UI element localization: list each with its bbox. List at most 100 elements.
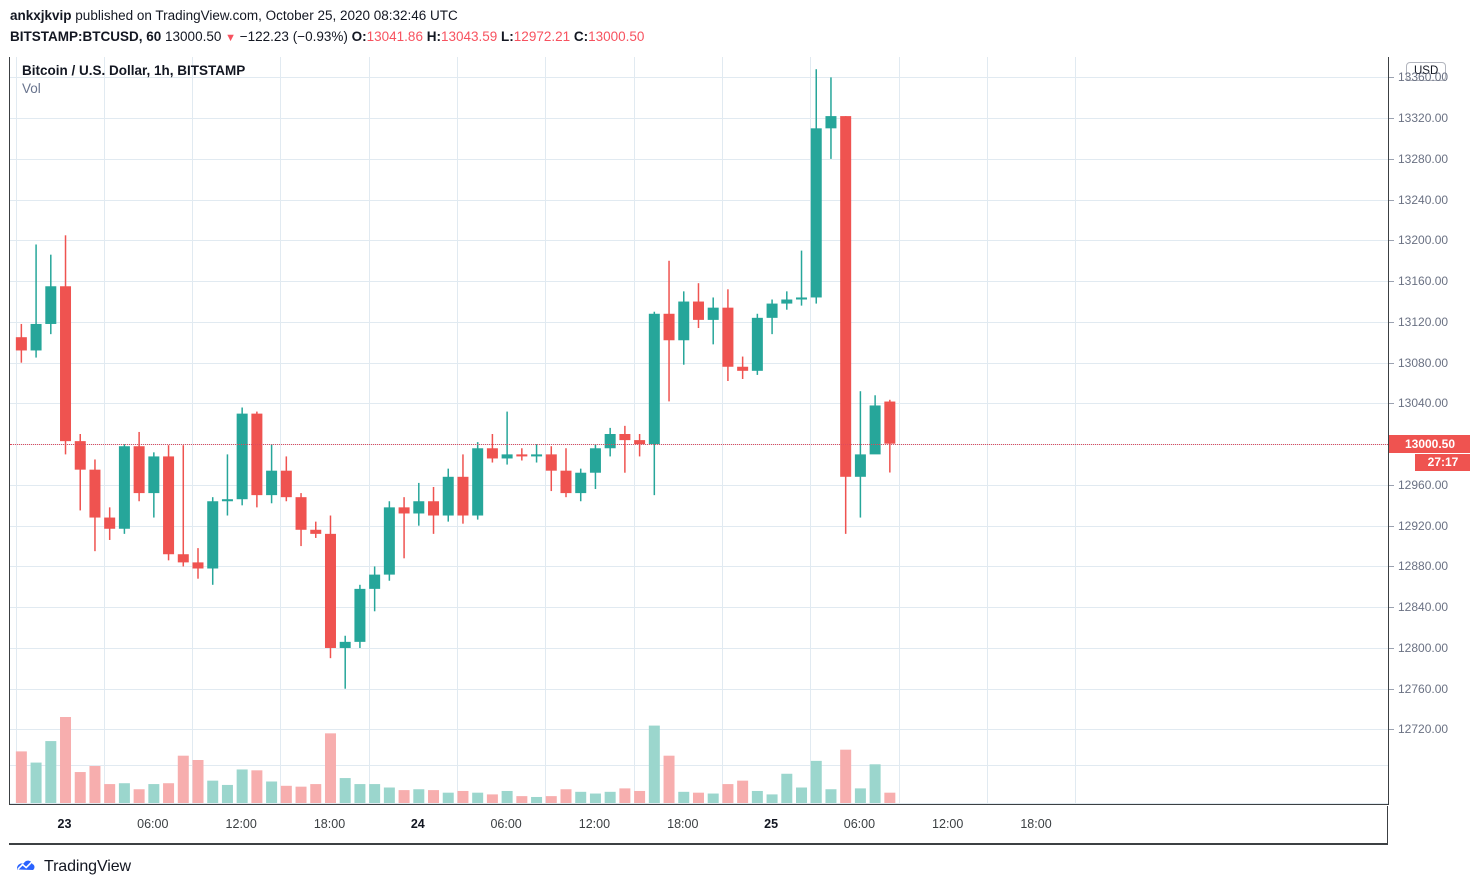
close-value: 13000.50: [588, 29, 645, 44]
candle-body: [236, 413, 248, 500]
volume-bar: [634, 790, 646, 803]
gridline-vertical: [16, 57, 17, 804]
candle-body: [501, 454, 513, 459]
candle-wick: [491, 434, 494, 463]
volume-bar: [89, 766, 101, 803]
price-axis-tick-label: 12760.00: [1398, 681, 1449, 696]
volume-bar: [472, 792, 484, 803]
price-axis-tick-mark: [1389, 281, 1394, 282]
price-axis-tick-mark: [1389, 77, 1394, 78]
candle-body: [619, 434, 631, 441]
last-price: 13000.50: [165, 29, 222, 44]
candle-wick: [79, 434, 81, 511]
price-axis-tick-mark: [1389, 363, 1394, 364]
candle-body: [383, 507, 395, 575]
candle-body: [163, 456, 175, 555]
time-axis-tick-label: 18:00: [313, 817, 346, 831]
candle-body: [884, 401, 896, 444]
price-axis-tick-mark: [1389, 322, 1394, 323]
candle-body: [280, 470, 292, 498]
volume-bar: [781, 773, 793, 803]
candle-wick: [506, 411, 508, 465]
candle-wick: [182, 445, 185, 567]
candle-body: [339, 641, 351, 648]
high-label: H:: [426, 29, 441, 44]
price-axis-tick-mark: [1389, 485, 1394, 486]
time-axis-tick-label: 24: [410, 817, 425, 831]
candle-body: [221, 499, 233, 502]
gridline-vertical: [722, 57, 723, 804]
volume-bar: [692, 792, 704, 803]
candle-body: [560, 470, 572, 494]
candle-body: [707, 307, 719, 320]
volume-bar: [648, 725, 660, 803]
gridline-horizontal: [10, 281, 1388, 282]
gridline-vertical: [1075, 57, 1076, 804]
candle-body: [310, 529, 322, 534]
chart-header: ankxjkvip published on TradingView.com, …: [0, 0, 1470, 48]
candle-body: [869, 405, 881, 455]
candle-body: [678, 301, 690, 341]
price-axis[interactable]: USD 13000.50 27:17 13360.00 13320.00 13280…: [1388, 57, 1470, 805]
gridline-horizontal: [10, 607, 1388, 608]
price-axis-tick-label: 12840.00: [1398, 600, 1449, 615]
candle-body: [457, 476, 469, 516]
price-axis-tick-label: 13040.00: [1398, 396, 1449, 411]
current-price-badge: 13000.50: [1389, 434, 1470, 453]
volume-bar: [678, 791, 690, 803]
price-axis-tick-label: 12720.00: [1398, 722, 1449, 737]
gridline-horizontal: [10, 403, 1388, 404]
time-axis-tick-label: 18:00: [1020, 817, 1052, 831]
price-axis-tick-mark: [1389, 240, 1394, 241]
price-axis-tick-mark: [1389, 526, 1394, 527]
close-label: C:: [573, 29, 589, 44]
gridline-vertical: [457, 57, 458, 804]
candle-body: [192, 562, 204, 569]
volume-bar: [751, 790, 763, 803]
volume-bar: [516, 796, 528, 803]
candle-body: [89, 469, 101, 518]
time-axis-tick-label: 12:00: [932, 817, 964, 831]
gridline-horizontal: [10, 77, 1388, 78]
gridline-horizontal: [10, 765, 1388, 766]
volume-bar: [442, 792, 454, 803]
candle-body: [589, 448, 601, 473]
candle-wick: [624, 425, 626, 473]
high-value: 13043.59: [440, 29, 498, 44]
volume-bar: [310, 784, 322, 803]
candle-body: [751, 317, 763, 371]
volume-bar: [118, 783, 130, 803]
volume-bar: [15, 751, 27, 803]
candle-body: [648, 313, 660, 445]
gridline-horizontal: [10, 526, 1388, 527]
gridline-horizontal: [10, 485, 1388, 486]
gridline-vertical: [634, 57, 635, 804]
gridline-horizontal: [10, 363, 1388, 364]
gridline-horizontal: [10, 118, 1388, 119]
price-axis-tick-mark: [1389, 648, 1394, 649]
price-axis-tick-label: 13320.00: [1398, 111, 1449, 126]
low-value: 12972.21: [513, 29, 571, 44]
volume-bar: [737, 780, 749, 803]
tradingview-logo-icon: [16, 860, 35, 870]
volume-bar: [148, 784, 160, 803]
candle-body: [118, 446, 130, 529]
price-plot[interactable]: Bitcoin / U.S. Dollar, 1h, BITSTAMP Vol: [9, 57, 1388, 805]
volume-bar: [295, 786, 307, 803]
volume-bar: [722, 784, 734, 803]
time-axis[interactable]: 23 06:00 12:00 18:00 24 06:00 12:00 18:00 25 06:0…: [9, 806, 1388, 845]
candle-body: [810, 128, 822, 298]
gridline-vertical: [987, 57, 988, 804]
volume-bar: [60, 717, 72, 803]
currency-badge[interactable]: USD: [1406, 62, 1447, 81]
candle-body: [531, 454, 543, 457]
candle-body: [148, 456, 160, 494]
candle-body: [30, 323, 42, 351]
volume-bar: [163, 783, 175, 803]
current-price-line: [10, 443, 1388, 445]
time-axis-tick-label: 23: [57, 817, 72, 831]
candle-body: [324, 533, 336, 648]
candle-body: [15, 337, 27, 351]
volume-bar: [560, 789, 572, 803]
open-value: 13041.86: [366, 29, 423, 44]
